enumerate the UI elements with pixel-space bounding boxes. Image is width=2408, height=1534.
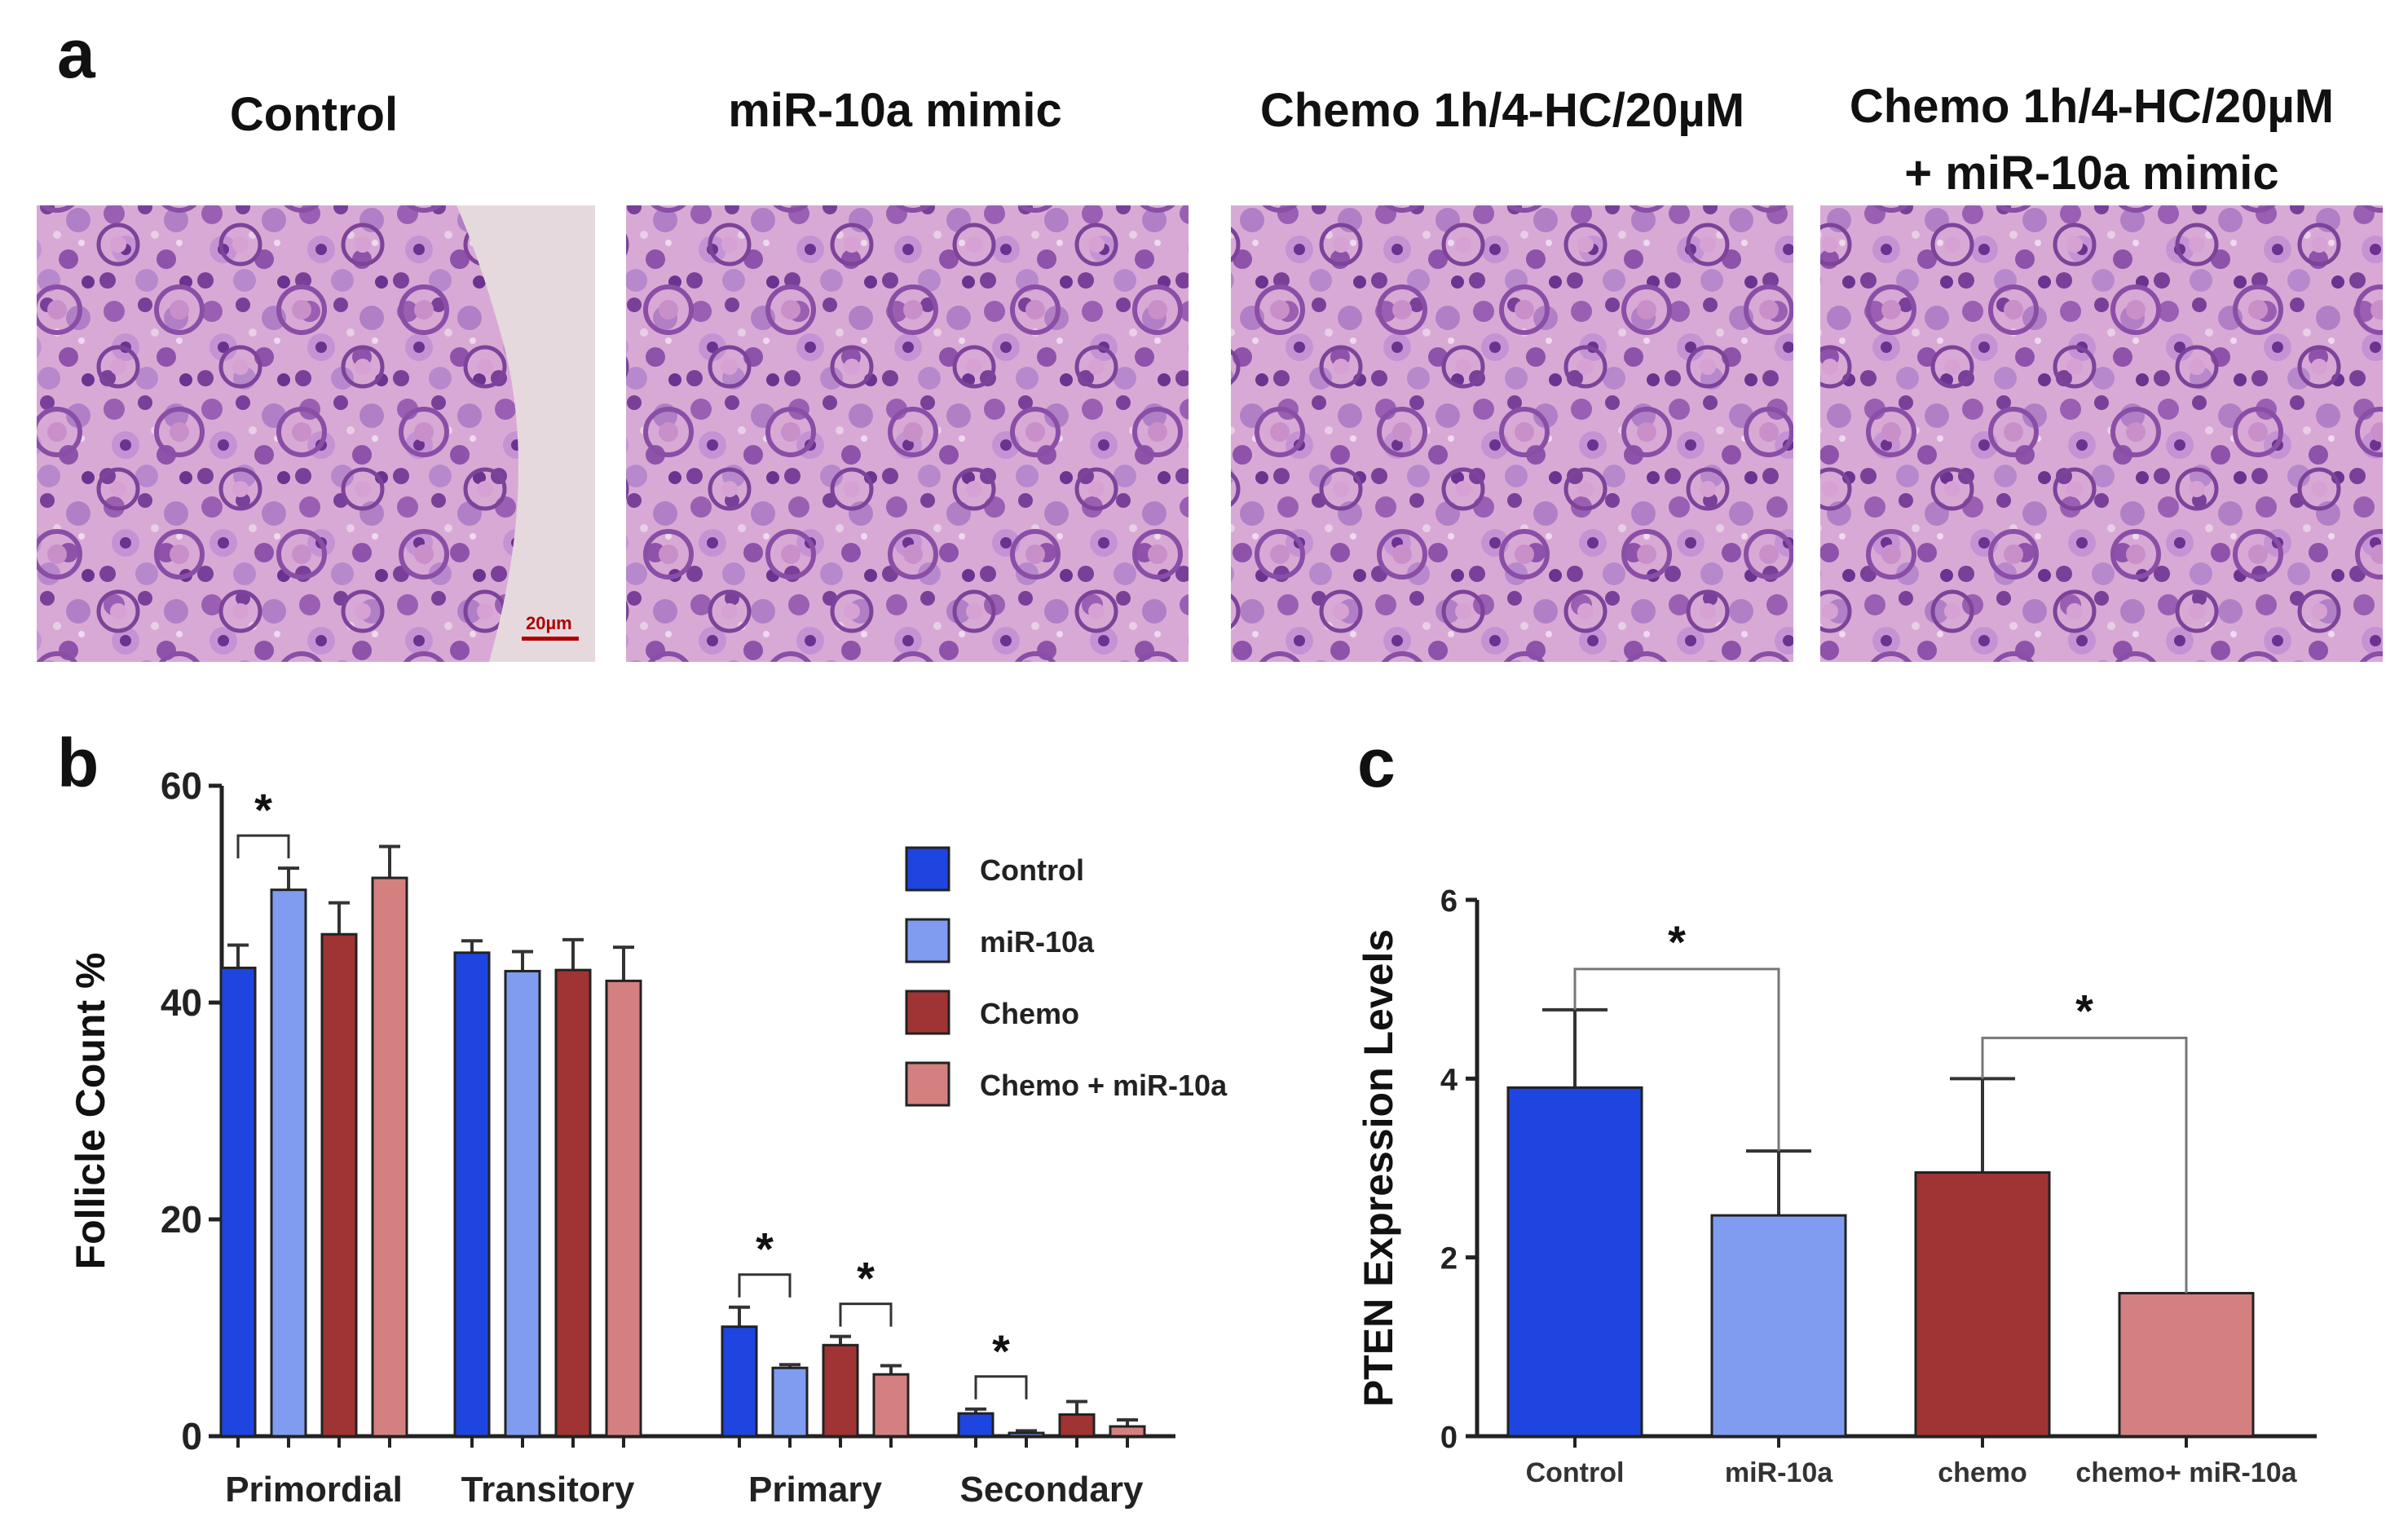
image-title-chemo: Chemo 1h/4-HC/20µM bbox=[1260, 84, 1744, 137]
x-tick-label: Transitory bbox=[461, 1470, 635, 1510]
chart-pten-expression: 0 2 4 6 PTEN Expression Levels Control miR-10a… bbox=[1356, 884, 2317, 1488]
panel-b-letter: b bbox=[57, 725, 99, 801]
y-tick-label: 0 bbox=[1440, 1421, 1458, 1455]
significance-bracket bbox=[1981, 1036, 2188, 1294]
x-tick-label: miR-10a bbox=[1725, 1457, 1833, 1488]
image-title-mir10a-mimic: miR-10a mimic bbox=[728, 84, 1061, 137]
panel-c-letter: c bbox=[1357, 725, 1396, 801]
bar bbox=[957, 1412, 995, 1438]
x-tick-label: Primordial bbox=[225, 1470, 403, 1510]
bar bbox=[872, 1373, 910, 1438]
bar bbox=[1058, 1413, 1096, 1438]
bar bbox=[822, 1343, 859, 1438]
x-tick-label: chemo+ miR-10a bbox=[2075, 1457, 2297, 1488]
legend-swatch bbox=[905, 1061, 950, 1107]
significance-bracket bbox=[1573, 968, 1780, 1152]
legend-swatch bbox=[905, 846, 950, 892]
significance-star: * bbox=[254, 784, 272, 835]
scalebar-label: 20µm bbox=[526, 613, 572, 633]
y-tick-label: 20 bbox=[161, 1198, 202, 1241]
bar bbox=[771, 1366, 809, 1438]
legend-label: Control bbox=[980, 853, 1084, 887]
significance-star: * bbox=[756, 1223, 774, 1275]
y-tick-label: 60 bbox=[161, 765, 202, 807]
bar bbox=[1506, 1086, 1643, 1438]
x-tick-label: Control bbox=[1526, 1457, 1625, 1488]
y-tick-label: 0 bbox=[181, 1415, 202, 1457]
bar bbox=[1914, 1170, 2051, 1438]
significance-bracket bbox=[236, 834, 290, 859]
legend-label: Chemo + miR-10a bbox=[980, 1069, 1228, 1102]
micrograph-mir10a-mimic bbox=[626, 205, 1189, 662]
significance-bracket bbox=[974, 1375, 1028, 1400]
y-axis-title: Follicle Count % bbox=[68, 953, 113, 1270]
panel-a-letter: a bbox=[57, 15, 96, 92]
x-tick-label: chemo bbox=[1938, 1457, 2027, 1488]
micrograph-chemo-mir10a bbox=[1820, 205, 2383, 662]
significance-star: * bbox=[992, 1325, 1010, 1377]
bar bbox=[371, 876, 408, 1438]
significance-star: * bbox=[2075, 985, 2093, 1036]
x-tick-label: Primary bbox=[748, 1470, 882, 1510]
legend-label: miR-10a bbox=[980, 925, 1095, 959]
significance-star: * bbox=[857, 1253, 875, 1304]
bar bbox=[605, 979, 642, 1438]
y-tick-label: 40 bbox=[161, 981, 202, 1024]
bar bbox=[270, 888, 307, 1438]
bar bbox=[504, 969, 541, 1438]
y-tick-label: 4 bbox=[1440, 1063, 1458, 1097]
micrograph-chemo bbox=[1231, 205, 1793, 662]
micrograph-control: 20µm bbox=[37, 205, 595, 662]
bar bbox=[721, 1325, 758, 1438]
significance-star: * bbox=[1668, 916, 1686, 968]
image-title-chemo-mir10a-line1: Chemo 1h/4-HC/20µM bbox=[1850, 80, 2334, 133]
bar bbox=[1008, 1431, 1045, 1438]
y-axis-title: PTEN Expression Levels bbox=[1356, 929, 1401, 1407]
significance-bracket bbox=[738, 1273, 792, 1298]
bar bbox=[320, 932, 358, 1438]
bar bbox=[2118, 1292, 2255, 1438]
chart-follicle-count: 0 20 40 60 Follicle Count % Primordial Transit… bbox=[68, 765, 1228, 1510]
bar bbox=[1710, 1214, 1847, 1438]
legend-label: Chemo bbox=[980, 997, 1079, 1030]
bar bbox=[554, 968, 592, 1438]
scalebar bbox=[522, 637, 579, 641]
legend-swatch bbox=[905, 990, 950, 1035]
significance-bracket bbox=[839, 1303, 893, 1327]
x-tick-label: Secondary bbox=[960, 1470, 1144, 1510]
image-title-control: Control bbox=[230, 88, 398, 141]
bar bbox=[219, 966, 257, 1438]
image-title-chemo-mir10a-line2: + miR-10a mimic bbox=[1904, 147, 2278, 200]
bar bbox=[453, 951, 491, 1438]
bar bbox=[1109, 1425, 1146, 1438]
legend-swatch bbox=[905, 918, 950, 963]
y-tick-label: 6 bbox=[1440, 884, 1458, 919]
y-tick-label: 2 bbox=[1440, 1242, 1458, 1276]
